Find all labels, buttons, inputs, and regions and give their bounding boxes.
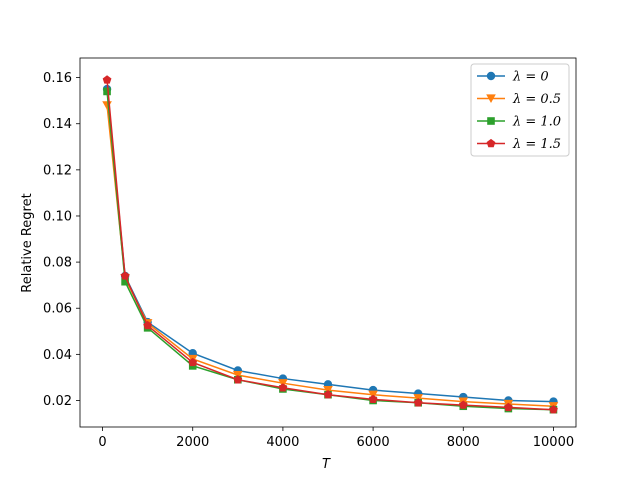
y-axis-label: Relative Regret: [20, 193, 35, 292]
data-point-3-1: [120, 271, 130, 280]
x-tick-label: 6000: [357, 435, 390, 450]
data-point-3-3: [188, 357, 198, 367]
x-tick-label: 0: [98, 435, 106, 450]
legend-box: [470, 63, 570, 157]
legend-entry-3: λ = 1.5: [477, 137, 561, 152]
data-point-3-0: [102, 75, 112, 84]
y-tick-label: 0.02: [43, 394, 72, 409]
data-point-3-5: [278, 383, 288, 392]
y-tick-label: 0.10: [43, 209, 72, 224]
series-line-3: [106, 79, 554, 411]
data-point-3-10: [503, 402, 513, 412]
y-tick-label: 0.12: [43, 163, 72, 178]
legend-label: λ = 0.5: [512, 92, 561, 107]
legend: λ = 0 λ = 0.5 λ = 1.0 λ = 1.5: [470, 63, 570, 157]
data-point-3-6: [323, 390, 333, 399]
legend-marker: [486, 138, 496, 148]
data-point-3-7: [368, 394, 378, 404]
x-tick-label: 10000: [533, 435, 574, 450]
data-point-3-9: [458, 400, 468, 409]
series-layer: [102, 75, 559, 414]
data-point-2-0: [103, 87, 111, 96]
data-point-3-4: [233, 375, 243, 384]
legend-label: λ = 1.0: [512, 115, 561, 130]
data-point-3-11: [549, 405, 558, 414]
legend-label: λ = 1.5: [512, 137, 561, 152]
data-point-2-1: [121, 277, 129, 286]
legend-marker: [487, 117, 495, 125]
y-tick-label: 0.06: [43, 302, 72, 317]
legend-label: λ = 0: [512, 70, 549, 85]
legend-entry-2: λ = 1.0: [477, 115, 561, 130]
legend-entry-1: λ = 0.5: [477, 92, 561, 107]
data-point-3-2: [143, 320, 153, 330]
legend-marker: [486, 71, 496, 81]
data-point-3-8: [413, 398, 423, 407]
y-tick-label: 0.04: [43, 348, 72, 363]
legend-entry-0: λ = 0: [477, 70, 549, 85]
x-axis-label: T: [322, 457, 331, 472]
y-tick-label: 0.16: [43, 71, 72, 86]
x-tick-label: 8000: [447, 435, 480, 450]
legend-marker: [486, 94, 496, 104]
series-3: [102, 75, 558, 414]
x-tick-label: 4000: [266, 435, 299, 450]
plot-frame: [79, 57, 577, 428]
x-tick-label: 2000: [176, 435, 209, 450]
y-tick-label: 0.08: [43, 256, 72, 271]
y-tick-label: 0.14: [43, 117, 72, 132]
axes-layer: 0 2000 4000 6000 8000 10000 0.02 0.04 0.06 0.08 0.…: [43, 57, 577, 450]
